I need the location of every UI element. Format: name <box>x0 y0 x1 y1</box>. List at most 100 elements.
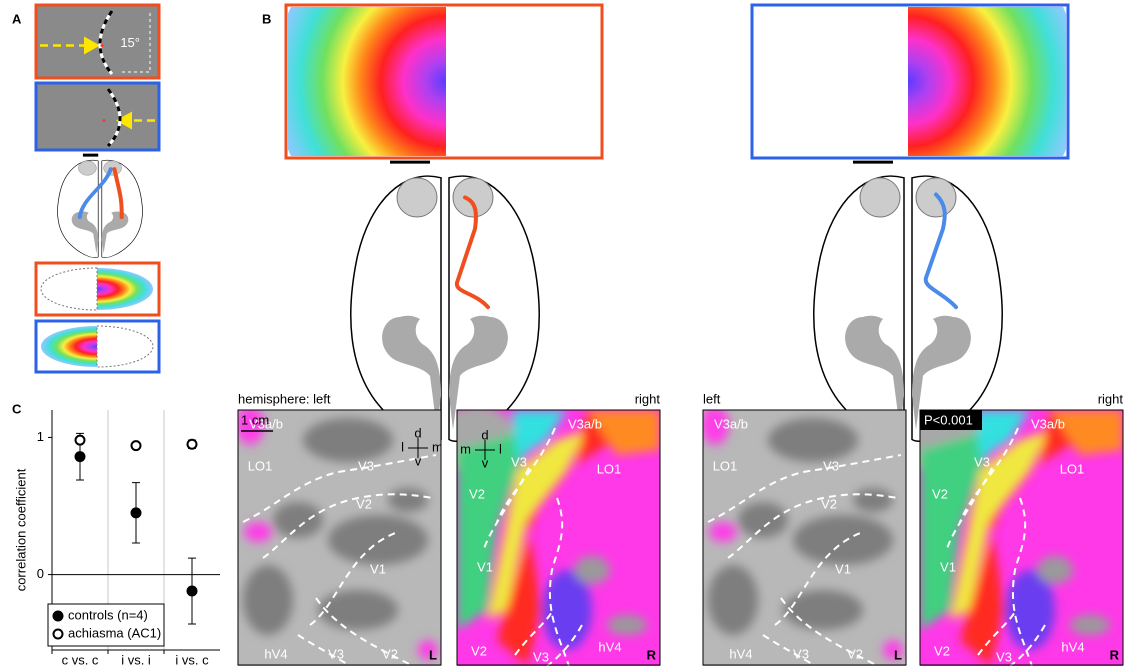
gray-area <box>574 556 610 584</box>
marker <box>76 452 85 461</box>
y-tick-label: 1 <box>37 429 44 444</box>
brain-outline <box>58 160 143 257</box>
sulcus <box>853 488 893 512</box>
area-label: V3 <box>823 458 839 473</box>
sulcus <box>318 590 398 630</box>
x-tick-label: c vs. c <box>62 652 99 667</box>
sulcus <box>768 418 858 462</box>
angle-label: 15° <box>120 35 140 50</box>
marker <box>76 436 85 445</box>
threshold-label: P<0.001 <box>924 412 973 427</box>
gray-area <box>1070 615 1110 635</box>
area-label: V1 <box>370 561 386 576</box>
area-label: LO1 <box>713 458 738 473</box>
hemisphere-corner: R <box>1110 647 1120 662</box>
marker <box>132 508 141 517</box>
panel-label: C <box>12 401 22 416</box>
area-label: V2 <box>356 496 372 511</box>
legend-label: achiasma (AC1) <box>68 625 161 640</box>
sulcus <box>708 565 758 635</box>
panel-label: A <box>12 11 22 26</box>
sulcus <box>273 502 323 538</box>
area-label: V3a/b <box>1031 416 1065 431</box>
brain-diagram <box>814 162 1002 441</box>
hemisphere-corner: L <box>894 647 902 662</box>
gray-area <box>607 615 647 635</box>
orientation-label: l <box>499 441 502 456</box>
sulcus <box>388 488 428 512</box>
marker <box>188 587 197 596</box>
sulcus <box>328 515 428 565</box>
legend-marker <box>54 612 63 621</box>
retinotopy <box>274 0 618 254</box>
orientation-label: v <box>415 453 422 468</box>
area-label: V2 <box>469 486 485 501</box>
area-label: V2 <box>471 643 487 658</box>
orientation-label: d <box>414 425 421 440</box>
stimulus-box <box>36 83 159 150</box>
fixation <box>101 44 104 47</box>
area-label: hV4 <box>1061 639 1084 654</box>
area-label: LO1 <box>248 458 273 473</box>
x-tick-label: i vs. c <box>175 652 209 667</box>
sulcus <box>783 590 863 630</box>
orientation-label: l <box>401 439 404 454</box>
area-label: V3 <box>328 646 344 661</box>
y-tick-label: 0 <box>37 566 44 581</box>
area-label: V3 <box>974 454 990 469</box>
brain-diagram <box>58 155 143 258</box>
legend-label: controls (n=4) <box>68 607 148 622</box>
brain-diagram <box>351 162 539 441</box>
cortical-map: V3a/b LO1 V3 V2 V1 V2 V3 hV4 R P<0.001 <box>900 405 1123 666</box>
orientation-label: m <box>460 441 471 456</box>
orientation-label: v <box>482 455 489 470</box>
area-label: V3 <box>996 649 1012 664</box>
area-label: hV4 <box>264 646 287 661</box>
orientation-label: d <box>481 427 488 442</box>
area-label: V2 <box>382 646 398 661</box>
brain-outline <box>351 176 539 441</box>
hemisphere-corner: L <box>429 647 437 662</box>
retinotopy <box>736 0 1080 254</box>
area-label: V3a/b <box>714 416 748 431</box>
hemisphere-corner: R <box>647 647 657 662</box>
area-label: V3 <box>533 649 549 664</box>
layer: ABC15°01correlation coefficientc vs. ci … <box>12 0 1123 667</box>
sulcus <box>243 565 293 635</box>
area-label: V1 <box>940 559 956 574</box>
scale-label: 1 cm <box>241 412 269 427</box>
area-label: V1 <box>477 559 493 574</box>
map-title: right <box>1098 391 1124 406</box>
stimulus-box <box>36 5 159 78</box>
area-label: V2 <box>934 643 950 658</box>
area-label: V2 <box>932 486 948 501</box>
activation <box>709 522 737 542</box>
area-label: LO1 <box>1060 461 1085 476</box>
brain-outline <box>814 176 1002 441</box>
fixation <box>103 119 106 122</box>
sulcus <box>303 418 393 462</box>
area-label: V2 <box>847 646 863 661</box>
gray-area <box>1037 556 1073 584</box>
area-label: V2 <box>821 496 837 511</box>
sulcus <box>793 515 893 565</box>
area-label: hV4 <box>598 639 621 654</box>
cortical-map: V3a/b LO1 V3 V2 V1 hV4 V3 V2 L <box>701 405 906 666</box>
area-label: V3 <box>358 458 374 473</box>
map-title: left <box>703 391 721 406</box>
activation <box>244 522 272 542</box>
area-label: V1 <box>835 561 851 576</box>
area-label: V3a/b <box>568 416 602 431</box>
figure: ABC15°01correlation coefficientc vs. ci … <box>0 0 1127 669</box>
x-tick-label: i vs. i <box>121 652 151 667</box>
sulcus <box>738 502 788 538</box>
area-label: hV4 <box>729 646 752 661</box>
map-title: hemisphere: left <box>238 391 331 406</box>
marker <box>132 441 141 450</box>
area-label: LO1 <box>597 461 622 476</box>
map-title: right <box>635 391 661 406</box>
marker <box>188 440 197 449</box>
area-label: V3 <box>793 646 809 661</box>
area-label: V3 <box>511 454 527 469</box>
